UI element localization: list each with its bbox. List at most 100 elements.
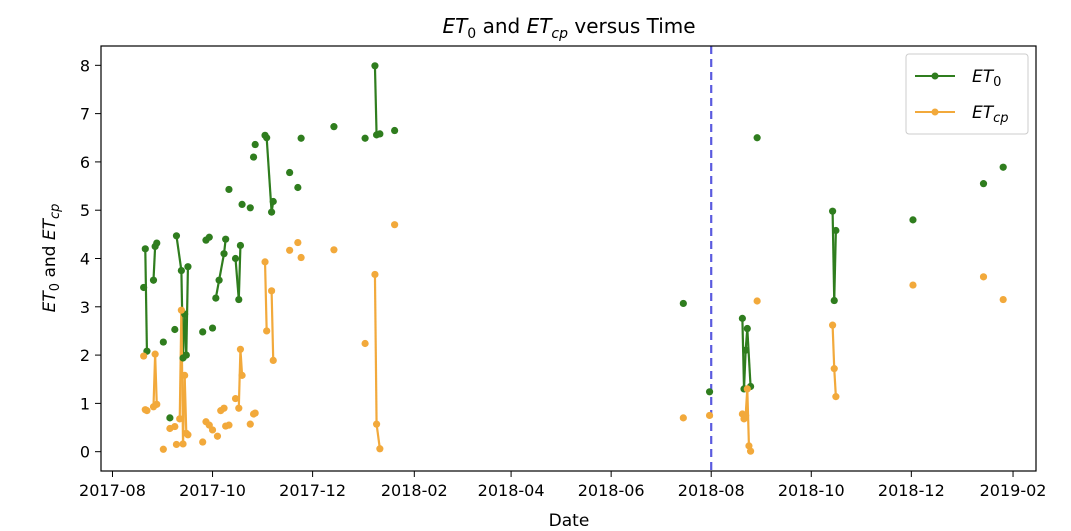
series-segment-etcp bbox=[270, 290, 275, 361]
data-point-etcp bbox=[746, 447, 755, 455]
y-tick-label: 5 bbox=[80, 201, 90, 220]
data-point-et0 bbox=[235, 295, 243, 304]
data-point-et0 bbox=[171, 325, 179, 334]
y-tick-label: 8 bbox=[80, 56, 90, 75]
data-point-etcp bbox=[705, 411, 714, 420]
data-point-etcp bbox=[830, 365, 838, 373]
data-point-et0 bbox=[249, 153, 258, 161]
y-tick-label: 7 bbox=[80, 105, 90, 124]
data-point-et0 bbox=[208, 324, 217, 332]
y-axis: 0 1 2 3 4 5 6 7 8 bbox=[80, 56, 101, 462]
y-tick-label: 2 bbox=[80, 346, 90, 365]
data-point-etcp bbox=[220, 404, 228, 412]
series-segment-et0 bbox=[144, 248, 149, 352]
data-point-etcp bbox=[832, 393, 840, 401]
data-point-etcp bbox=[261, 258, 269, 266]
x-tick-label: 2018-02 bbox=[381, 481, 448, 500]
data-point-et0 bbox=[269, 197, 277, 206]
x-axis-label: Date bbox=[549, 511, 590, 531]
data-point-et0 bbox=[251, 140, 259, 149]
x-tick-label: 2017-10 bbox=[179, 481, 246, 500]
data-point-etcp bbox=[171, 422, 179, 431]
data-point-etcp bbox=[294, 238, 302, 247]
data-point-et0 bbox=[205, 233, 213, 241]
y-tick-label: 0 bbox=[80, 443, 90, 462]
series-segment-et0 bbox=[218, 253, 226, 281]
data-point-etcp bbox=[172, 440, 181, 449]
data-point-et0 bbox=[705, 388, 714, 396]
data-point-etcp bbox=[140, 352, 148, 360]
data-point-et0 bbox=[371, 62, 379, 70]
data-point-et0 bbox=[294, 183, 302, 192]
data-point-etcp bbox=[269, 356, 277, 365]
data-point-et0 bbox=[753, 134, 761, 142]
data-point-et0 bbox=[225, 185, 233, 194]
data-point-et0 bbox=[679, 299, 687, 308]
data-point-etcp bbox=[753, 297, 761, 305]
data-point-et0 bbox=[177, 266, 185, 275]
data-point-etcp bbox=[376, 445, 384, 453]
series-segment-et0 bbox=[373, 65, 378, 135]
series-segment-et0 bbox=[833, 230, 837, 301]
data-point-etcp bbox=[177, 306, 185, 314]
y-tick-label: 3 bbox=[80, 298, 90, 317]
data-point-et0 bbox=[832, 226, 840, 235]
series-segment-et0 bbox=[237, 245, 242, 300]
data-point-etcp bbox=[181, 371, 189, 379]
x-tick-label: 2019-02 bbox=[980, 481, 1047, 500]
data-point-et0 bbox=[738, 314, 746, 322]
data-point-et0 bbox=[286, 168, 294, 177]
series-segment-etcp bbox=[373, 274, 378, 425]
data-point-etcp bbox=[297, 253, 305, 262]
x-tick-label: 2018-04 bbox=[478, 481, 545, 500]
data-point-etcp bbox=[151, 350, 159, 358]
data-point-etcp bbox=[742, 411, 750, 420]
data-point-etcp bbox=[184, 431, 192, 439]
x-tick-label: 2018-08 bbox=[678, 481, 745, 500]
data-point-et0 bbox=[231, 254, 240, 263]
data-point-et0 bbox=[222, 235, 230, 243]
data-point-et0 bbox=[330, 123, 338, 131]
x-axis: 2017-08 2017-10 2017-12 2018-02 2018-04 2018-… bbox=[79, 471, 1046, 500]
data-point-et0 bbox=[979, 180, 988, 188]
legend-label-etcp: ETcp bbox=[972, 103, 1009, 126]
data-point-etcp bbox=[263, 327, 271, 335]
legend-box bbox=[905, 53, 1029, 135]
data-point-etcp bbox=[979, 273, 988, 281]
data-point-et0 bbox=[184, 263, 192, 271]
y-tick-label: 6 bbox=[80, 153, 90, 172]
data-point-et0 bbox=[149, 276, 158, 284]
data-point-etcp bbox=[246, 420, 254, 428]
data-point-et0 bbox=[238, 200, 246, 209]
data-point-etcp bbox=[179, 440, 187, 448]
data-point-et0 bbox=[743, 324, 751, 333]
y-tick-label: 1 bbox=[80, 394, 90, 413]
data-point-et0 bbox=[297, 134, 305, 142]
data-point-etcp bbox=[371, 270, 379, 279]
data-point-et0 bbox=[999, 163, 1007, 171]
data-point-etcp bbox=[199, 438, 207, 446]
x-tick-label: 2018-10 bbox=[778, 481, 845, 500]
data-point-etcp bbox=[159, 445, 167, 453]
series-segment-etcp bbox=[154, 354, 158, 405]
legend-marker-et0 bbox=[931, 72, 939, 80]
series-segment-et0 bbox=[152, 246, 157, 281]
data-point-et0 bbox=[391, 126, 399, 135]
data-point-etcp bbox=[999, 295, 1007, 304]
data-point-et0 bbox=[236, 241, 245, 250]
data-point-etcp bbox=[361, 339, 369, 348]
data-point-et0 bbox=[361, 134, 369, 142]
plot-area bbox=[100, 45, 1037, 472]
chart-title: ET0 and ETcp versus Time bbox=[442, 14, 695, 42]
data-point-etcp bbox=[828, 321, 837, 329]
series-segment-etcp bbox=[375, 424, 381, 449]
data-point-et0 bbox=[199, 328, 207, 336]
x-tick-label: 2017-12 bbox=[279, 481, 346, 500]
data-point-etcp bbox=[251, 409, 259, 417]
data-point-et0 bbox=[141, 245, 149, 253]
data-point-et0 bbox=[828, 207, 837, 215]
data-point-et0 bbox=[909, 216, 917, 224]
series-segment-et0 bbox=[742, 350, 747, 389]
data-point-et0 bbox=[246, 204, 254, 212]
